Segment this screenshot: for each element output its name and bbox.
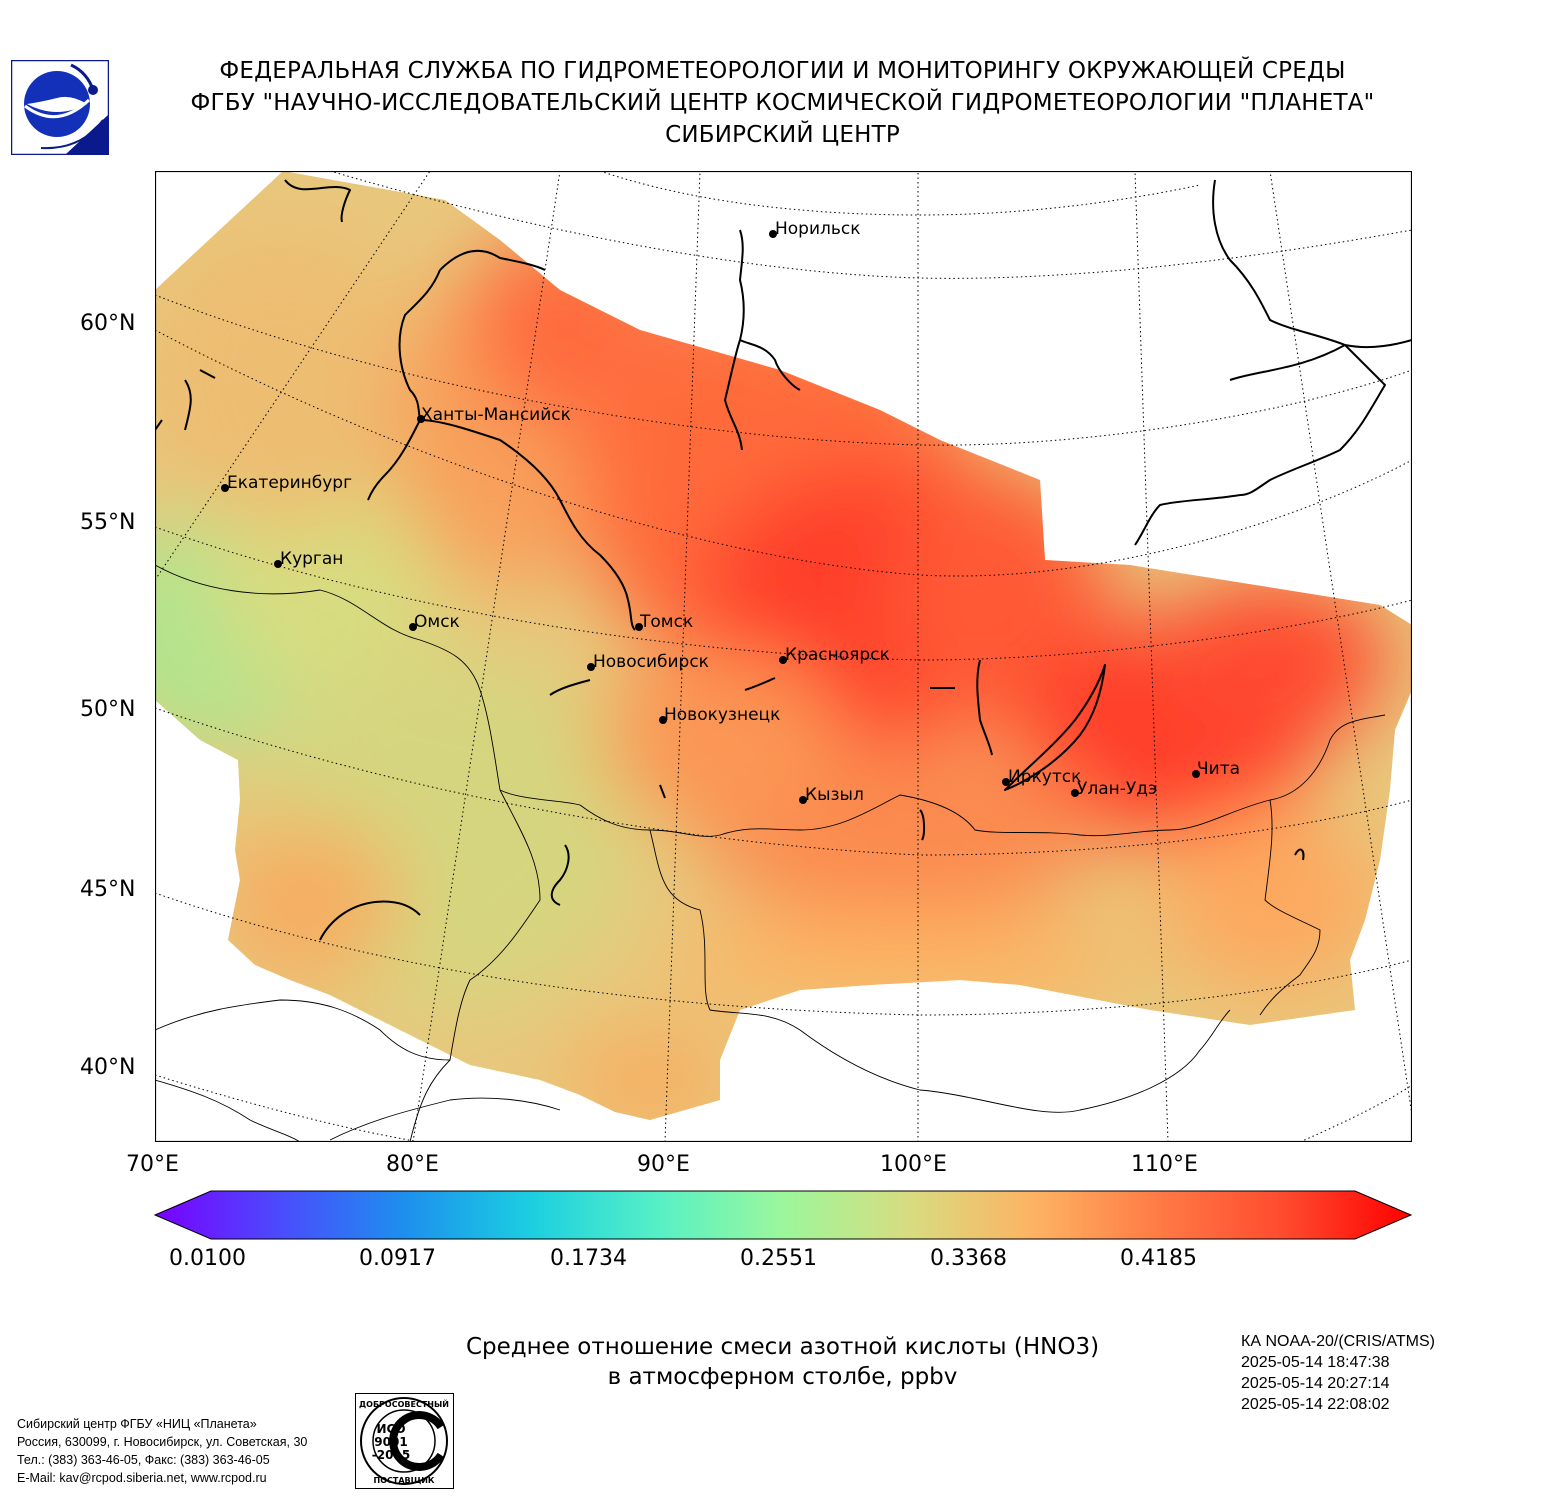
lat-label-45: 45°N [80,877,136,902]
city-dot-krasnoyarsk [779,656,787,664]
lon-label-70: 70°E [126,1152,179,1177]
rivers [155,179,1412,941]
city-label-ekaterinburg: Екатеринбург [227,473,353,493]
colorbar-tick-1: 0.0917 [359,1246,436,1271]
iso-badge-bottom-text: ПОСТАВЩИК [374,1476,435,1485]
city-dot-novokuznetsk [659,716,667,724]
colorbar [153,1189,1413,1241]
colorbar-tick-5: 0.4185 [1120,1246,1197,1271]
city-dot-ekaterinburg [221,484,229,492]
org-name: Сибирский центр ФГБУ «НИЦ «Планета» [17,1417,257,1431]
iso-badge-iso: ИСО [376,1422,405,1436]
city-dot-novosibirsk [587,663,595,671]
colorbar-tick-4: 0.3368 [930,1246,1007,1271]
city-label-krasnoyarsk: Красноярск [785,645,890,665]
lat-label-40: 40°N [80,1055,136,1080]
city-label-omsk: Омск [414,612,460,632]
caption-line-1: Среднее отношение смеси азотной кислоты … [465,1334,1100,1360]
colorbar-tick-0: 0.0100 [169,1246,246,1271]
lat-label-60: 60°N [80,311,136,336]
graticule [155,171,1412,1142]
city-dot-tomsk [635,623,643,631]
satellite-time-2: 2025-05-14 20:27:14 [1241,1375,1390,1392]
city-label-novosibirsk: Новосибирск [593,652,709,672]
lon-label-100: 100°E [880,1152,947,1177]
city-label-kyzyl: Кызыл [805,785,864,805]
colorbar-tick-2: 0.1734 [550,1246,627,1271]
city-label-norilsk: Норильск [775,219,861,239]
city-dot-omsk [409,623,417,631]
header-institute: ФГБУ "НАУЧНО-ИССЛЕДОВАТЕЛЬСКИЙ ЦЕНТР КОС… [190,90,1375,116]
city-label-ulan-ude: Улан-Удэ [1077,779,1158,799]
org-email: E-Mail: kav@rcpod.siberia.net, www.rcpod… [17,1471,267,1485]
satellite-time-3: 2025-05-14 22:08:02 [1241,1396,1390,1413]
borders [155,564,1386,1142]
lon-label-80: 80°E [386,1152,439,1177]
city-dot-irkutsk [1002,778,1010,786]
map-panel [154,170,1413,1143]
lat-label-55: 55°N [80,510,136,535]
city-label-khanty-mansiysk: Ханты-Мансийск [421,405,571,425]
iso-badge-top-text: ДОБРОСОВЕСТНЫЙ [359,1398,449,1409]
org-address: Россия, 630099, г. Новосибирск, ул. Сове… [17,1435,308,1449]
city-dot-chita [1192,770,1200,778]
lon-label-90: 90°E [637,1152,690,1177]
satellite-time-1: 2025-05-14 18:47:38 [1241,1354,1390,1371]
city-dot-norilsk [769,230,777,238]
city-dot-ulan-ude [1071,789,1079,797]
header-center: СИБИРСКИЙ ЦЕНТР [665,122,900,148]
city-markers [221,230,1200,804]
lat-label-50: 50°N [80,697,136,722]
iso-badge-number: 9001 [374,1435,407,1449]
header-agency: ФЕДЕРАЛЬНАЯ СЛУЖБА ПО ГИДРОМЕТЕОРОЛОГИИ … [219,58,1346,84]
lon-label-110: 110°E [1131,1152,1198,1177]
agency-logo [10,59,110,156]
city-label-kurgan: Курган [280,549,344,569]
city-label-tomsk: Томск [640,612,694,632]
iso-badge-year: -2015 [372,1448,410,1462]
city-dot-kyzyl [799,796,807,804]
map-frame [154,170,1413,1143]
city-dot-kurgan [274,560,282,568]
iso-badge: ДОБРОСОВЕСТНЫЙ ИСО 9001 -2015 ПОСТАВЩИК [355,1393,454,1489]
colorbar-tick-3: 0.2551 [740,1246,817,1271]
org-phone: Тел.: (383) 363-46-05, Факс: (383) 363-4… [17,1453,270,1467]
caption-line-2: в атмосферном столбе, ppbv [607,1364,958,1390]
city-dot-khanty-mansiysk [417,415,425,423]
city-label-irkutsk: Иркутск [1008,767,1082,787]
city-label-chita: Чита [1197,759,1241,779]
city-label-novokuznetsk: Новокузнецк [664,705,781,725]
satellite-name: КА NOAA-20/(CRIS/ATMS) [1241,1333,1435,1350]
